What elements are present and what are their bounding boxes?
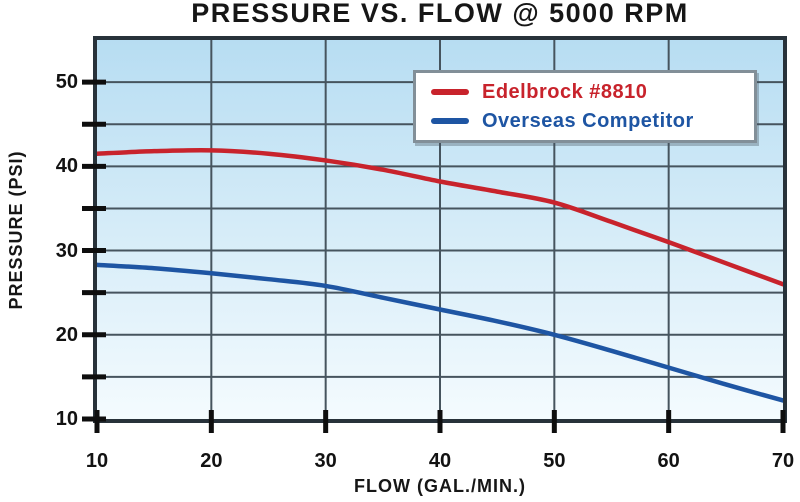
x-tick-label: 40 bbox=[428, 450, 452, 472]
series-line-competitor bbox=[94, 262, 786, 403]
y-tick-label: 20 bbox=[55, 323, 78, 346]
y-tick-label: 50 bbox=[55, 71, 78, 94]
y-tick-label: 10 bbox=[55, 408, 78, 430]
x-tick-label: 50 bbox=[543, 450, 566, 472]
x-tick-label: 70 bbox=[771, 450, 795, 472]
x-tick-label: 30 bbox=[314, 450, 337, 472]
x-tick-label: 60 bbox=[657, 450, 680, 472]
legend-item-competitor: Overseas Competitor bbox=[431, 109, 754, 133]
legend-blue-line-swatch bbox=[431, 118, 469, 124]
legend-label-edelbrock: Edelbrock #8810 bbox=[482, 81, 648, 103]
legend-red-line-swatch bbox=[431, 89, 469, 95]
y-tick-label: 40 bbox=[55, 155, 78, 178]
x-axis-title: FLOW (GAL./MIN.) bbox=[354, 476, 526, 496]
x-tick-label: 20 bbox=[200, 450, 223, 472]
legend-label-competitor: Overseas Competitor bbox=[482, 110, 694, 132]
legend-item-edelbrock: Edelbrock #8810 bbox=[431, 80, 754, 104]
chart-title: PRESSURE VS. FLOW @ 5000 RPM bbox=[191, 0, 689, 28]
legend: Edelbrock #8810 Overseas Competitor bbox=[413, 70, 757, 143]
x-tick-label: 10 bbox=[85, 450, 109, 472]
series-line-edelbrock bbox=[94, 147, 786, 287]
y-tick-label: 30 bbox=[55, 239, 78, 262]
